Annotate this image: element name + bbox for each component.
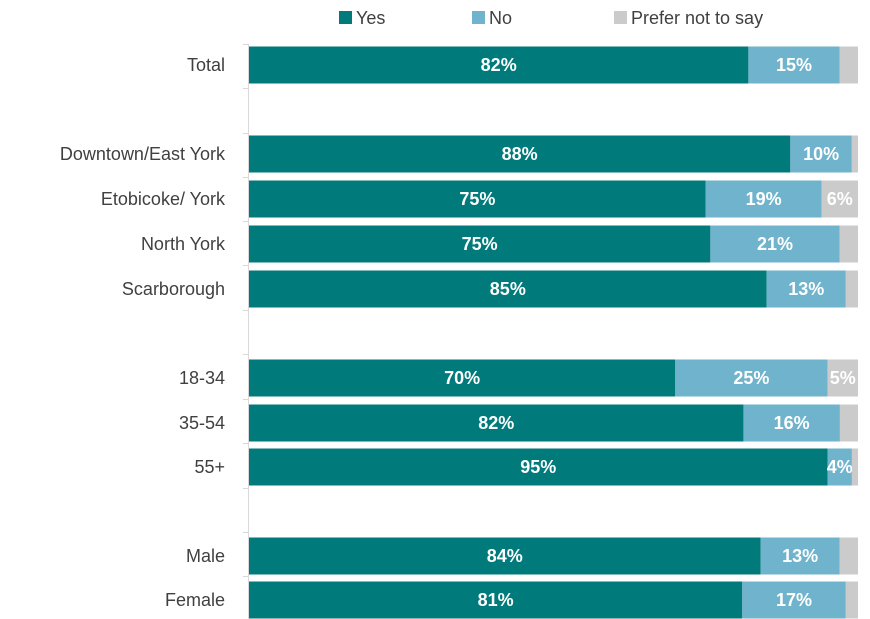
category-label-downtown-east-york: Downtown/East York xyxy=(60,144,226,164)
category-label-north-york: North York xyxy=(141,234,226,254)
bar-prefer-not-to-say-etobicoke-york xyxy=(821,180,858,218)
legend-label-prefer-not-to-say: Prefer not to say xyxy=(631,8,763,28)
data-label-yes-downtown-east-york: 88% xyxy=(502,144,538,164)
category-label-18-34: 18-34 xyxy=(179,368,225,388)
category-axis: Total Downtown/East York Etobicoke/ York No… xyxy=(60,44,249,619)
legend-swatch-no xyxy=(472,11,485,24)
data-label-yes-north-york: 75% xyxy=(462,234,498,254)
bar-no-downtown-east-york xyxy=(790,135,852,173)
data-label-no-18-34: 25% xyxy=(733,368,769,388)
bar-prefer-not-to-say-scarborough xyxy=(845,270,858,308)
legend-swatch-yes xyxy=(339,11,352,24)
data-label-yes-35-54: 82% xyxy=(478,413,514,433)
bar-prefer-not-to-say-north-york xyxy=(839,225,858,263)
bar-prefer-not-to-say-total xyxy=(839,46,858,84)
bar-yes-35-54 xyxy=(249,404,744,442)
bar-yes-female xyxy=(249,581,743,619)
bars: 82% 15% 88% 10% 75% 19% 6% 75% 21% 85% 13% 70% 25% 5%… xyxy=(249,46,858,619)
data-label-prefer-not-to-say-etobicoke-york: 6% xyxy=(827,189,853,209)
category-label-35-54: 35-54 xyxy=(179,413,225,433)
category-label-scarborough: Scarborough xyxy=(122,279,225,299)
category-label-male: Male xyxy=(186,546,225,566)
data-label-no-55: 4% xyxy=(827,457,853,477)
bar-prefer-not-to-say-18-34 xyxy=(827,359,858,397)
bar-prefer-not-to-say-35-54 xyxy=(839,404,858,442)
category-label-total: Total xyxy=(187,55,225,75)
bar-no-male xyxy=(760,537,840,575)
category-label-female: Female xyxy=(165,590,225,610)
bar-yes-male xyxy=(249,537,761,575)
bar-prefer-not-to-say-55 xyxy=(851,448,858,486)
category-label-55: 55+ xyxy=(194,457,225,477)
bar-yes-etobicoke-york xyxy=(249,180,706,218)
data-label-yes-male: 84% xyxy=(487,546,523,566)
data-label-yes-18-34: 70% xyxy=(444,368,480,388)
data-label-prefer-not-to-say-18-34: 5% xyxy=(830,368,856,388)
bar-prefer-not-to-say-female xyxy=(845,581,858,619)
data-label-yes-etobicoke-york: 75% xyxy=(459,189,495,209)
bar-prefer-not-to-say-downtown-east-york xyxy=(851,135,858,173)
data-label-no-scarborough: 13% xyxy=(788,279,824,299)
legend: Yes No Prefer not to say xyxy=(339,8,763,28)
data-label-no-total: 15% xyxy=(776,55,812,75)
data-label-yes-scarborough: 85% xyxy=(490,279,526,299)
bar-yes-scarborough xyxy=(249,270,767,308)
bar-no-female xyxy=(742,581,846,619)
bar-no-total xyxy=(748,46,840,84)
bar-yes-55 xyxy=(249,448,828,486)
bar-no-55 xyxy=(827,448,852,486)
bar-no-18-34 xyxy=(675,359,828,397)
legend-swatch-prefer-not-to-say xyxy=(614,11,627,24)
bar-no-35-54 xyxy=(743,404,840,442)
data-label-no-female: 17% xyxy=(776,590,812,610)
bar-yes-downtown-east-york xyxy=(249,135,791,173)
bar-no-north-york xyxy=(710,225,840,263)
bar-prefer-not-to-say-male xyxy=(839,537,858,575)
bar-yes-total xyxy=(249,46,749,84)
bar-yes-north-york xyxy=(249,225,711,263)
data-label-no-north-york: 21% xyxy=(757,234,793,254)
data-label-no-male: 13% xyxy=(782,546,818,566)
data-label-yes-55: 95% xyxy=(520,457,556,477)
data-label-yes-female: 81% xyxy=(478,590,514,610)
data-label-yes-total: 82% xyxy=(481,55,517,75)
data-label-no-etobicoke-york: 19% xyxy=(746,189,782,209)
legend-label-no: No xyxy=(489,8,512,28)
bar-yes-18-34 xyxy=(249,359,676,397)
data-label-no-35-54: 16% xyxy=(774,413,810,433)
legend-label-yes: Yes xyxy=(356,8,385,28)
bar-no-etobicoke-york xyxy=(705,180,822,218)
bar-no-scarborough xyxy=(766,270,846,308)
category-label-etobicoke-york: Etobicoke/ York xyxy=(101,189,226,209)
data-label-no-downtown-east-york: 10% xyxy=(803,144,839,164)
